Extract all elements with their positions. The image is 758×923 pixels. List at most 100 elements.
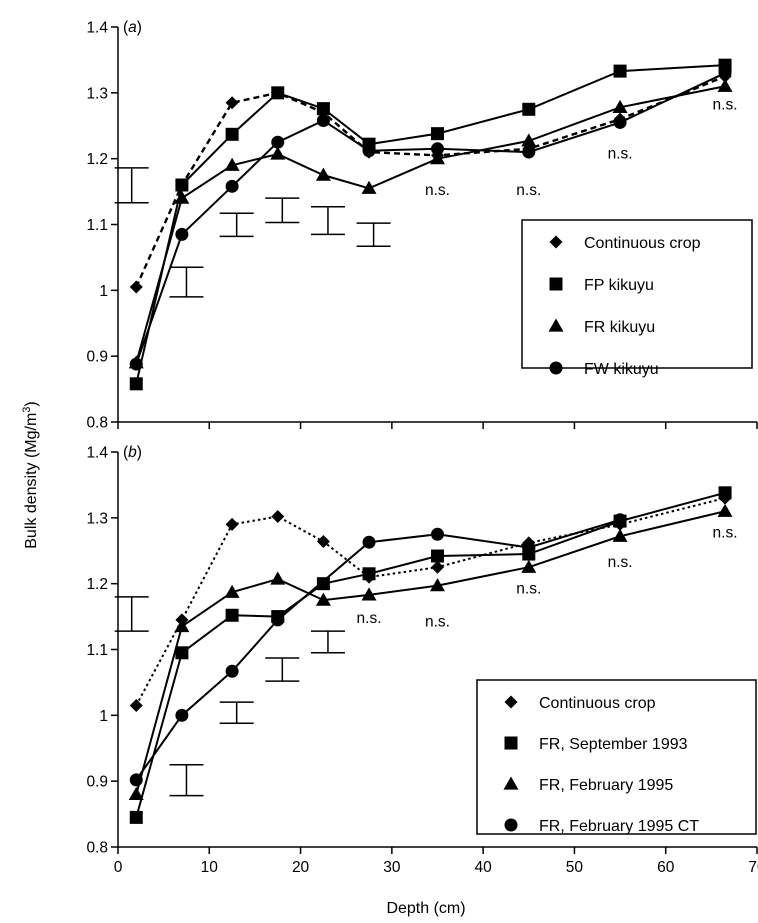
legend: Continuous crop FP kikuyu FR kikuyu FW kiku…	[521, 219, 753, 378]
data-point	[718, 66, 732, 80]
data-point	[224, 584, 240, 598]
legend: Continuous crop FR, September 1993 FR, Feb…	[476, 679, 757, 835]
data-point	[362, 144, 376, 158]
annotation: n.s.	[713, 525, 738, 542]
data-point	[175, 646, 189, 660]
error-bar	[219, 701, 254, 724]
legend-marker	[504, 818, 518, 832]
data-point	[224, 157, 240, 171]
data-point	[225, 179, 239, 193]
data-point	[362, 535, 376, 549]
data-point	[612, 528, 628, 542]
annotation: n.s.	[713, 96, 738, 113]
series-line	[135, 491, 726, 818]
y-tick-label: 1	[99, 283, 108, 300]
legend-label: FR, February 1995 CT	[539, 818, 699, 835]
error-bar	[114, 167, 149, 204]
x-tick-label: 20	[292, 859, 310, 876]
y-tick-label: 1.3	[86, 510, 108, 527]
error-bar	[219, 212, 254, 238]
error-bar	[169, 266, 204, 298]
annotation: n.s.	[516, 182, 541, 199]
y-tick-label: 0.8	[86, 840, 108, 857]
data-point	[522, 145, 536, 159]
y-tick-label: 1.2	[86, 576, 108, 593]
error-bar	[265, 197, 300, 224]
annotation: n.s.	[608, 146, 633, 163]
annotation: n.s.	[357, 610, 382, 627]
annotation: n.s.	[425, 182, 450, 199]
y-tick-label: 1.2	[86, 151, 108, 168]
data-point	[315, 592, 331, 606]
legend-label: FP kikuyu	[584, 277, 654, 294]
data-point	[612, 99, 628, 113]
data-point	[271, 86, 285, 100]
series-line	[135, 497, 726, 706]
data-point	[718, 486, 732, 500]
data-point	[316, 113, 330, 127]
data-point	[129, 357, 143, 371]
legend-label: FR, February 1995	[539, 777, 673, 794]
data-point	[174, 190, 190, 204]
series-line	[135, 72, 726, 365]
data-point	[362, 567, 376, 581]
data-point	[613, 115, 627, 129]
data-point	[225, 517, 239, 531]
x-tick-label: 10	[201, 859, 219, 876]
legend-marker	[549, 277, 563, 291]
legend-marker	[504, 695, 518, 709]
legend-marker	[504, 736, 518, 750]
data-point	[613, 64, 627, 78]
legend-marker	[549, 361, 563, 375]
data-point	[521, 133, 537, 147]
x-tick-label: 30	[383, 859, 401, 876]
data-point	[522, 102, 536, 116]
data-point	[431, 560, 444, 574]
data-point	[431, 127, 444, 141]
panel-a: 0.8 0.9 1 1.1 1.2 1.3 1.4 (a) n.s. n.s. n.s. n.s. Co…	[86, 19, 758, 432]
series-line	[135, 75, 726, 288]
y-tick-label: 0.8	[86, 415, 108, 432]
x-tick-label: 40	[475, 859, 493, 876]
legend-marker	[503, 776, 519, 790]
data-point	[613, 513, 627, 527]
data-point	[129, 280, 143, 294]
data-point	[522, 540, 536, 554]
data-point	[225, 96, 239, 110]
legend-label: FR, September 1993	[539, 736, 688, 753]
data-point	[521, 559, 537, 573]
data-point	[271, 613, 285, 627]
data-point	[270, 146, 286, 160]
panel-label: (a)	[123, 19, 142, 36]
x-tick-label: 0	[114, 859, 123, 876]
legend-label: Continuous crop	[584, 235, 701, 252]
y-tick-label: 0.9	[86, 774, 108, 791]
data-point	[431, 142, 444, 156]
y-axis-label: Bulk density (Mg/m3)	[21, 401, 40, 549]
annotation: n.s.	[425, 613, 450, 630]
y-tick-label: 1.1	[86, 642, 108, 659]
data-point	[128, 786, 144, 800]
legend-marker	[548, 318, 564, 332]
data-point	[129, 377, 143, 391]
legend-marker	[549, 235, 563, 249]
error-bar	[356, 222, 391, 247]
data-point	[270, 571, 286, 585]
annotation: n.s.	[516, 581, 541, 598]
y-tick-label: 1.1	[86, 217, 108, 234]
series-line	[135, 510, 726, 795]
x-tick-label: 70	[748, 859, 758, 876]
panel-label: (b)	[123, 444, 142, 461]
annotation: n.s.	[608, 554, 633, 571]
data-point	[175, 227, 189, 241]
data-point	[361, 587, 377, 601]
data-point	[129, 698, 143, 712]
legend-label: FR kikuyu	[584, 319, 655, 336]
data-point	[225, 127, 239, 141]
data-point	[431, 549, 444, 563]
data-point	[271, 135, 285, 149]
y-tick-label: 1	[99, 708, 108, 725]
y-tick-label: 1.4	[86, 20, 108, 37]
error-bar	[310, 205, 345, 236]
